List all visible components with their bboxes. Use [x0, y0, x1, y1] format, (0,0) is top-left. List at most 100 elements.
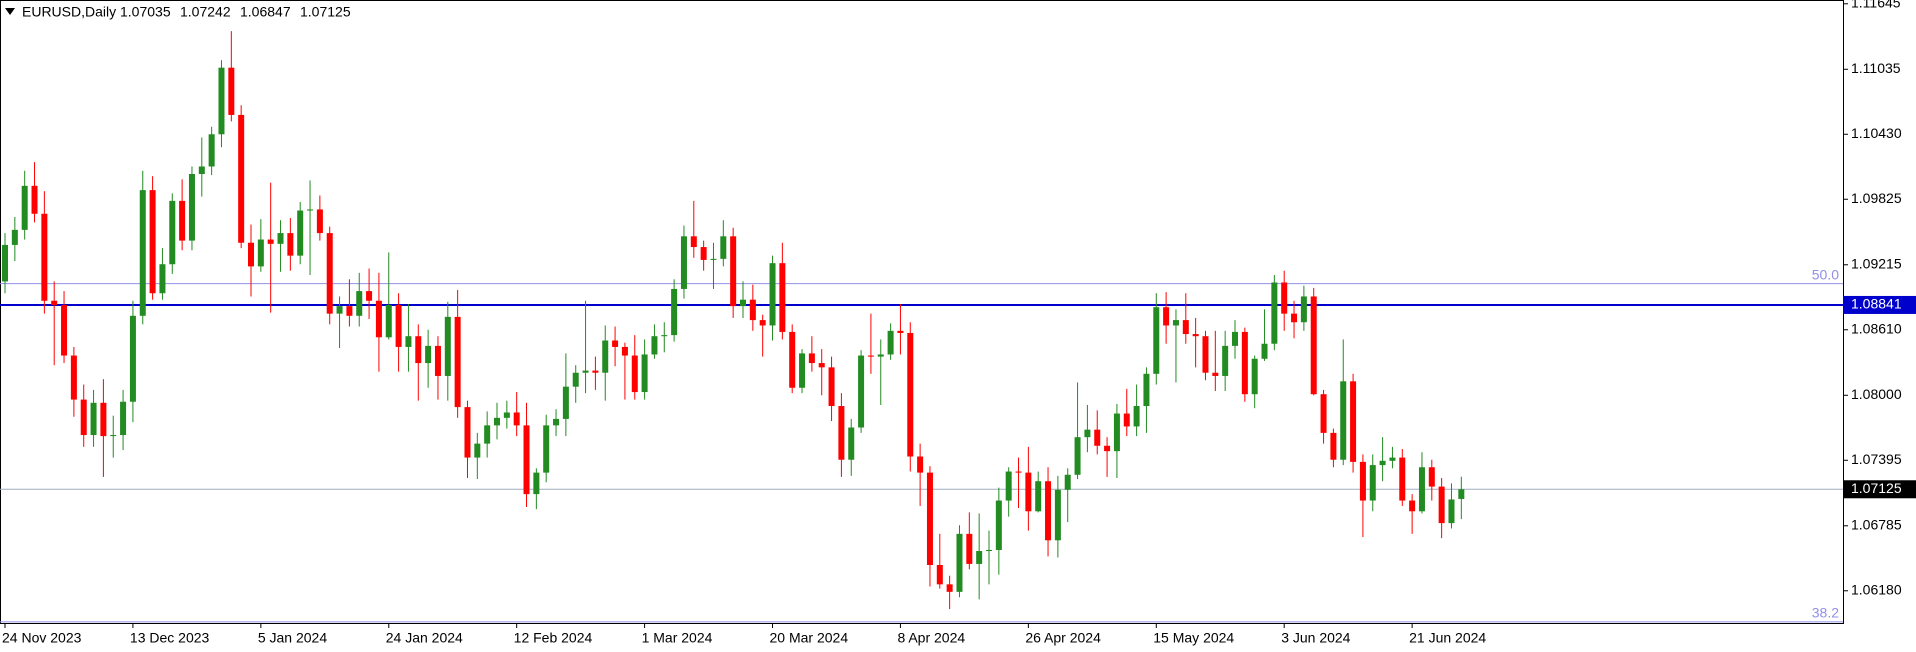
candle-body: [769, 263, 776, 326]
candle-body: [375, 300, 382, 338]
candle-body: [277, 233, 284, 244]
candle-body: [434, 345, 441, 376]
candle-body: [1438, 486, 1445, 524]
candle-body: [1379, 460, 1386, 466]
candle-body: [1084, 429, 1091, 438]
x-tick-label: 5 Jan 2024: [258, 630, 327, 646]
candle-body: [631, 355, 638, 393]
candle-body: [1113, 413, 1120, 452]
candle-body: [986, 549, 992, 552]
candle-body: [621, 346, 628, 356]
candle-body: [1094, 429, 1101, 446]
y-tick-label: 1.10430: [1851, 125, 1902, 141]
candle-body: [346, 306, 353, 316]
candle-body: [228, 67, 235, 115]
candle-body: [1035, 481, 1042, 512]
candle-body: [966, 533, 973, 564]
candle-body: [1133, 406, 1140, 427]
candle-body: [582, 370, 589, 373]
candle-body: [907, 332, 914, 457]
candle-body: [120, 401, 127, 436]
candle-body: [1251, 358, 1258, 395]
candle-body: [169, 200, 176, 265]
candle-body: [887, 330, 894, 355]
candle-body: [661, 335, 668, 337]
candle-body: [139, 190, 146, 316]
candle-body: [1064, 474, 1071, 490]
candle-body: [1232, 331, 1238, 346]
x-tick-label: 24 Nov 2023: [2, 630, 82, 646]
candle-body: [513, 412, 520, 426]
header-high: 1.07242: [180, 4, 231, 20]
candle-body: [1369, 465, 1376, 501]
candle-body: [1182, 320, 1189, 335]
candle-body: [799, 353, 806, 388]
x-tick-label: 1 Mar 2024: [642, 630, 713, 646]
candle-body: [1222, 345, 1229, 376]
candle-body: [710, 258, 717, 260]
candle-body: [700, 247, 707, 260]
candle-body: [1300, 296, 1307, 323]
candle-body: [238, 114, 245, 243]
candle-body: [198, 166, 205, 175]
header-open: 1.07035: [120, 4, 171, 20]
x-tick-label: 21 Jun 2024: [1409, 630, 1486, 646]
candle-body: [110, 435, 117, 437]
x-tick-label: 13 Dec 2023: [130, 630, 210, 646]
candle-body: [21, 185, 28, 230]
candle-body: [31, 185, 38, 214]
candle-body: [1143, 373, 1150, 407]
candle-body: [651, 336, 658, 355]
candle-body: [90, 402, 97, 436]
candle-body: [917, 456, 924, 473]
x-tick-label: 24 Jan 2024: [386, 630, 463, 646]
candle-body: [858, 355, 865, 428]
candle-body: [208, 134, 215, 167]
candle-body: [838, 406, 845, 460]
candle-body: [1271, 282, 1278, 344]
candle-body: [680, 236, 687, 289]
candle-body: [612, 340, 619, 347]
candle-body: [326, 233, 333, 314]
candle-body: [1241, 331, 1248, 395]
candle-body: [1172, 320, 1179, 326]
candle-body: [720, 236, 727, 259]
y-tick-label: 1.08610: [1851, 320, 1902, 336]
candle-body: [257, 239, 264, 267]
candle-body: [553, 418, 560, 426]
symbol-title: EURUSD,Daily: [22, 4, 116, 20]
candle-body: [484, 425, 491, 444]
candle-body: [759, 320, 766, 326]
candle-body: [464, 407, 471, 458]
candle-body: [1340, 381, 1347, 460]
candle-body: [503, 412, 510, 418]
x-tick-label: 12 Feb 2024: [514, 630, 593, 646]
candle-body: [1123, 413, 1130, 427]
candle-body: [1428, 467, 1435, 487]
candle-body: [1261, 343, 1268, 359]
candle-body: [444, 316, 451, 376]
candle-body: [995, 500, 1002, 550]
candle-body: [1359, 461, 1366, 501]
price-box: [1843, 480, 1916, 499]
candle-body: [1192, 334, 1199, 337]
candle-body: [1409, 500, 1416, 512]
x-tick-label: 8 Apr 2024: [897, 630, 965, 646]
candle-body: [405, 336, 412, 347]
candle-body: [671, 288, 678, 336]
candle-body: [70, 355, 77, 400]
candle-body: [818, 363, 825, 368]
candle-body: [740, 299, 746, 307]
menu-triangle[interactable]: [5, 8, 15, 15]
candle-body: [1350, 381, 1357, 462]
candle-body: [602, 340, 609, 373]
plot-frame: [0, 0, 1844, 624]
candle-body: [385, 305, 392, 338]
fib-label: 38.2: [1812, 605, 1839, 621]
fib-label: 50.0: [1812, 266, 1839, 282]
candle-body: [61, 305, 68, 356]
candle-body: [533, 472, 540, 495]
x-tick-label: 26 Apr 2024: [1025, 630, 1101, 646]
candle-body: [1291, 313, 1298, 323]
candle-body: [592, 370, 599, 373]
